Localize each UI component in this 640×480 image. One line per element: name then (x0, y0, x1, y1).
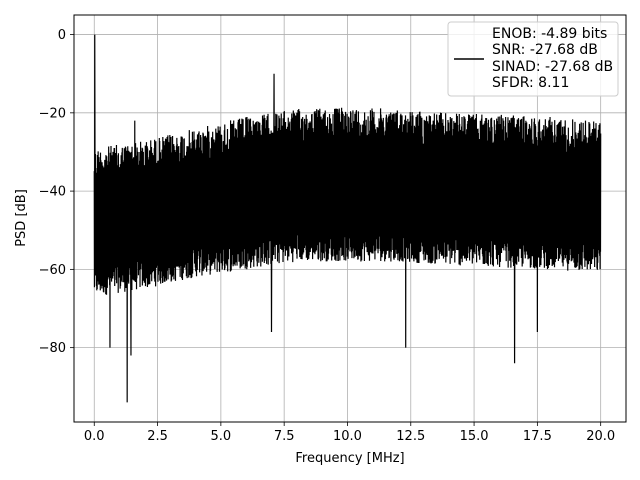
x-tick-label: 10.0 (333, 429, 362, 444)
y-tick-label: −60 (39, 263, 66, 278)
y-axis-ticks: 0 −20 −40 −60 −80 (39, 28, 74, 356)
x-tick-label: 12.5 (396, 429, 425, 444)
legend-line-4: SFDR: 8.11 (492, 75, 569, 91)
legend-line-1: ENOB: -4.89 bits (492, 26, 607, 42)
x-axis-label: Frequency [MHz] (295, 451, 404, 466)
psd-trace (93, 34, 602, 403)
plot-frame (73, 14, 627, 423)
psd-trace-line (93, 34, 602, 403)
x-tick-label: 5.0 (211, 429, 232, 444)
y-tick-label: −20 (39, 106, 66, 121)
x-tick-label: 17.5 (523, 429, 552, 444)
legend-line-2: SNR: -27.68 dB (492, 42, 598, 58)
x-tick-label: 7.5 (274, 429, 295, 444)
x-tick-label: 20.0 (586, 429, 615, 444)
legend-box (447, 21, 619, 97)
y-tick-label: −40 (39, 185, 66, 200)
x-axis-ticks: 0.0 2.5 5.0 7.5 10.0 12.5 15.0 17.5 20.0 (84, 422, 615, 444)
y-axis-label: PSD [dB] (14, 189, 29, 247)
x-tick-label: 15.0 (460, 429, 489, 444)
y-tick-label: −80 (39, 341, 66, 356)
legend: ENOB: -4.89 bits SNR: -27.68 dB SINAD: -… (447, 21, 619, 97)
y-tick-label: 0 (58, 28, 66, 43)
legend-line-3: SINAD: -27.68 dB (492, 59, 613, 75)
x-tick-label: 2.5 (147, 429, 168, 444)
x-tick-label: 0.0 (84, 429, 105, 444)
